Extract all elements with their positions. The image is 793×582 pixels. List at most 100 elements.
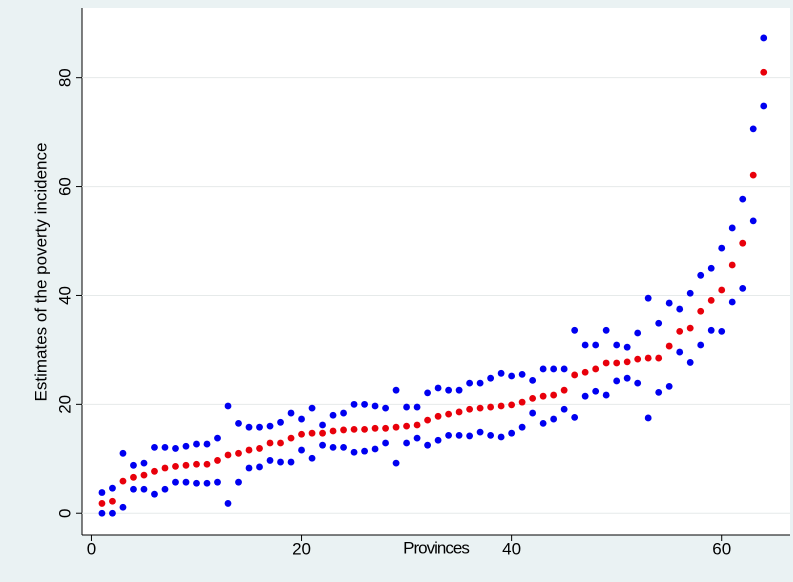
point bbox=[749, 171, 757, 179]
point bbox=[298, 415, 305, 423]
point bbox=[571, 371, 579, 379]
x-tick-label: 40 bbox=[502, 539, 521, 558]
point bbox=[728, 298, 736, 306]
point bbox=[518, 370, 526, 378]
point bbox=[455, 386, 463, 394]
point bbox=[308, 429, 316, 437]
point bbox=[539, 365, 547, 373]
point bbox=[623, 374, 631, 382]
point bbox=[151, 467, 158, 475]
point bbox=[350, 425, 358, 433]
point bbox=[350, 400, 358, 408]
point bbox=[172, 445, 179, 452]
point bbox=[277, 418, 284, 426]
point bbox=[739, 239, 747, 247]
point bbox=[487, 403, 495, 411]
point bbox=[686, 324, 694, 332]
point bbox=[340, 443, 347, 451]
point bbox=[728, 224, 736, 232]
point bbox=[329, 411, 337, 419]
point bbox=[697, 271, 705, 279]
point bbox=[508, 372, 516, 380]
point bbox=[634, 379, 642, 387]
point bbox=[560, 386, 568, 394]
point bbox=[476, 379, 484, 387]
point bbox=[424, 441, 431, 449]
point bbox=[634, 329, 642, 337]
point bbox=[497, 402, 505, 410]
point bbox=[361, 400, 368, 408]
point bbox=[130, 473, 137, 481]
y-tick-label: 60 bbox=[55, 177, 74, 196]
point bbox=[151, 443, 158, 451]
point bbox=[151, 490, 158, 498]
point bbox=[193, 440, 200, 448]
point bbox=[676, 327, 684, 335]
point bbox=[277, 439, 284, 447]
point bbox=[140, 459, 148, 467]
point bbox=[550, 415, 558, 423]
point bbox=[235, 478, 242, 486]
point bbox=[487, 431, 495, 439]
point bbox=[581, 341, 589, 349]
point bbox=[529, 409, 537, 417]
point bbox=[560, 405, 568, 413]
point bbox=[686, 289, 694, 297]
y-axis-title: Estimates of the poverty incidence bbox=[31, 143, 50, 402]
point bbox=[760, 68, 768, 76]
x-tick-label: 0 bbox=[87, 539, 96, 558]
point bbox=[665, 382, 673, 390]
point bbox=[592, 387, 600, 395]
point bbox=[529, 376, 537, 384]
x-tick-label: 60 bbox=[712, 539, 731, 558]
point bbox=[98, 489, 106, 496]
point bbox=[749, 217, 757, 225]
point bbox=[739, 284, 747, 292]
point bbox=[665, 342, 673, 350]
point bbox=[329, 427, 337, 435]
point bbox=[392, 423, 400, 431]
point bbox=[455, 408, 463, 416]
point bbox=[728, 261, 736, 269]
point bbox=[697, 341, 705, 349]
point bbox=[235, 419, 242, 427]
point bbox=[140, 485, 148, 493]
point bbox=[308, 404, 316, 412]
point bbox=[760, 102, 768, 110]
point bbox=[707, 326, 715, 334]
point bbox=[308, 454, 316, 462]
point bbox=[277, 458, 284, 466]
point bbox=[571, 326, 579, 334]
point bbox=[340, 426, 347, 434]
point bbox=[371, 402, 379, 410]
point bbox=[539, 419, 547, 427]
point bbox=[613, 377, 621, 385]
x-tick-label: 20 bbox=[292, 539, 311, 558]
y-tick-label: 80 bbox=[55, 68, 74, 87]
point bbox=[413, 403, 421, 411]
y-tick-label: 20 bbox=[55, 395, 74, 414]
point bbox=[119, 503, 127, 511]
point bbox=[718, 327, 726, 335]
point bbox=[340, 409, 347, 417]
x-axis-title: Provinces bbox=[403, 538, 469, 557]
point bbox=[172, 478, 179, 486]
point bbox=[707, 264, 715, 272]
point bbox=[466, 432, 474, 440]
point bbox=[109, 509, 116, 517]
point bbox=[665, 299, 673, 307]
point bbox=[371, 445, 379, 453]
point bbox=[119, 477, 127, 485]
point bbox=[109, 497, 116, 505]
point bbox=[424, 389, 431, 397]
point bbox=[203, 460, 211, 468]
point bbox=[98, 500, 106, 507]
point bbox=[613, 341, 621, 349]
point bbox=[266, 457, 274, 464]
point bbox=[602, 391, 610, 399]
point bbox=[382, 424, 389, 432]
point bbox=[193, 460, 200, 468]
point bbox=[497, 433, 505, 441]
point bbox=[361, 425, 368, 433]
